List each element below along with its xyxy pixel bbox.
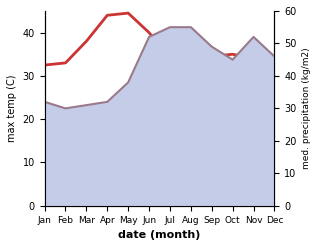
Y-axis label: max temp (C): max temp (C)	[7, 75, 17, 142]
X-axis label: date (month): date (month)	[118, 230, 201, 240]
Y-axis label: med. precipitation (kg/m2): med. precipitation (kg/m2)	[302, 48, 311, 169]
